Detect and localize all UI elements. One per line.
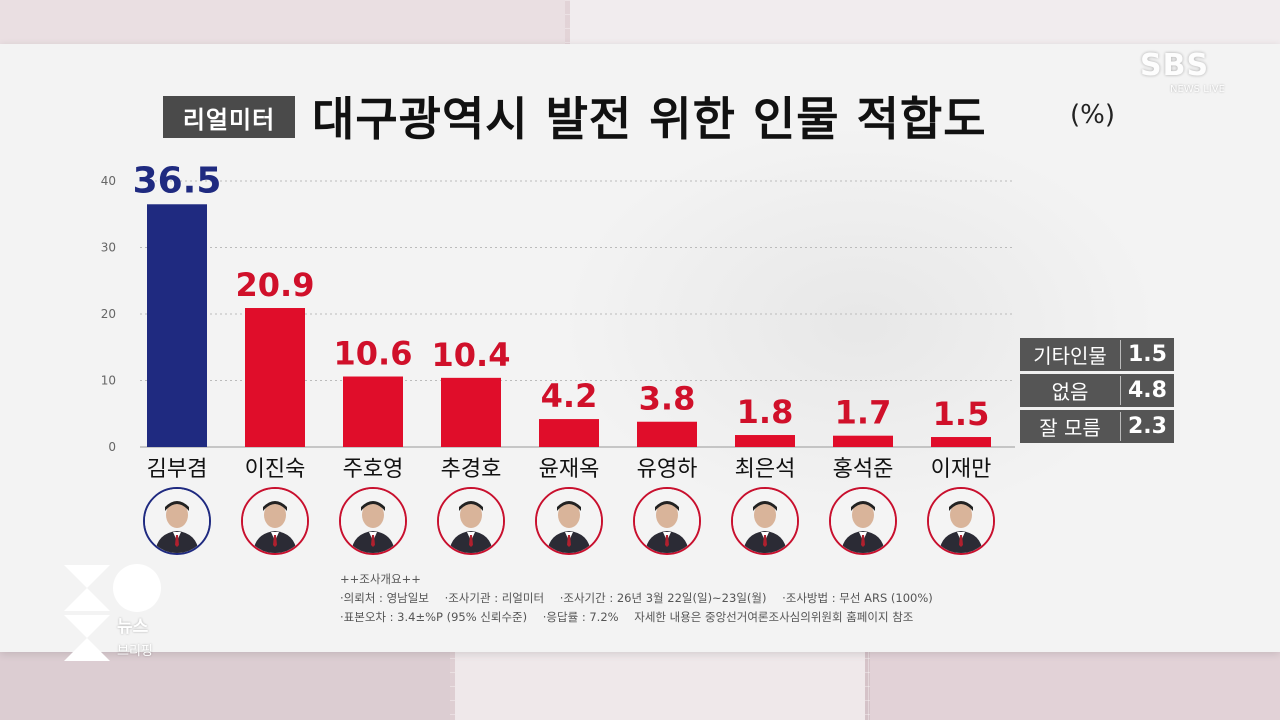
person-icon bbox=[243, 489, 307, 553]
person-icon bbox=[929, 489, 993, 553]
candidate-photo bbox=[437, 487, 505, 555]
others-label: 없음 bbox=[1020, 376, 1121, 405]
survey-item: ·조사방법 : 무선 ARS (100%) bbox=[782, 591, 933, 605]
y-tick-label: 40 bbox=[101, 174, 116, 188]
data-label: 1.8 bbox=[737, 393, 794, 431]
x-tick-label: 윤재옥 bbox=[539, 457, 600, 482]
data-label: 3.8 bbox=[639, 380, 696, 418]
candidate-photo bbox=[535, 487, 603, 555]
candidate-photo bbox=[339, 487, 407, 555]
others-value: 1.5 bbox=[1128, 342, 1167, 367]
x-tick-label: 이재만 bbox=[931, 457, 992, 482]
data-label: 10.4 bbox=[432, 336, 511, 374]
x-tick-label: 추경호 bbox=[441, 457, 502, 482]
bar bbox=[245, 308, 305, 447]
candidate-photo bbox=[241, 487, 309, 555]
survey-item: ·표본오차 : 3.4±%P (95% 신뢰수준) bbox=[340, 610, 528, 624]
y-tick-label: 20 bbox=[101, 307, 116, 321]
x-tick-label: 최은석 bbox=[735, 457, 796, 482]
data-label: 1.5 bbox=[933, 395, 990, 433]
y-tick-label: 0 bbox=[108, 440, 116, 454]
bar bbox=[441, 377, 501, 447]
program-logo-icon bbox=[64, 564, 161, 661]
program-name-sub: 브리핑 bbox=[117, 644, 153, 659]
broadcaster-logo: SBS bbox=[1140, 48, 1210, 83]
survey-item: ·조사기간 : 26년 3월 22일(일)~23일(월) bbox=[559, 591, 767, 605]
person-icon bbox=[341, 489, 405, 553]
data-label: 1.7 bbox=[835, 394, 892, 432]
others-row: 기타인물 1.5 bbox=[1020, 338, 1174, 371]
others-value: 4.8 bbox=[1128, 378, 1167, 403]
y-tick-label: 10 bbox=[101, 374, 116, 388]
background-paper bbox=[570, 0, 1280, 46]
others-label: 기타인물 bbox=[1020, 340, 1121, 369]
survey-line-2: ·표본오차 : 3.4±%P (95% 신뢰수준) ·응답률 : 7.2% 자세… bbox=[340, 608, 1040, 627]
survey-item: ·조사기관 : 리얼미터 bbox=[444, 591, 545, 605]
bar bbox=[343, 376, 403, 447]
candidate-photo bbox=[927, 487, 995, 555]
others-table: 기타인물 1.5 없음 4.8 잘 모름 2.3 bbox=[1020, 338, 1174, 446]
survey-notes: ++조사개요++ ·의뢰처 : 영남일보 ·조사기관 : 리얼미터 ·조사기간 … bbox=[340, 570, 1040, 627]
candidate-photo bbox=[633, 487, 701, 555]
survey-item: 자세한 내용은 중앙선거여론조사심의위원회 홈페이지 참조 bbox=[634, 610, 914, 624]
others-label: 잘 모름 bbox=[1020, 412, 1121, 441]
bar bbox=[735, 435, 795, 447]
person-icon bbox=[733, 489, 797, 553]
broadcaster-logo-sub: NEWS LIVE bbox=[1170, 84, 1225, 95]
others-value: 2.3 bbox=[1128, 414, 1167, 439]
bar bbox=[931, 437, 991, 447]
bar bbox=[637, 421, 697, 447]
background-paper bbox=[0, 650, 450, 720]
pollster-tag: 리얼미터 bbox=[163, 96, 295, 138]
background-paper bbox=[0, 0, 565, 46]
unit-label: (%) bbox=[1070, 100, 1115, 130]
person-icon bbox=[831, 489, 895, 553]
background-paper bbox=[870, 650, 1280, 720]
candidate-photo bbox=[731, 487, 799, 555]
y-tick-label: 30 bbox=[101, 241, 116, 255]
x-tick-label: 이진숙 bbox=[245, 457, 306, 482]
x-tick-label: 김부겸 bbox=[147, 457, 208, 482]
survey-heading: ++조사개요++ bbox=[340, 572, 421, 586]
survey-line-1: ·의뢰처 : 영남일보 ·조사기관 : 리얼미터 ·조사기간 : 26년 3월 … bbox=[340, 589, 1040, 608]
others-row: 잘 모름 2.3 bbox=[1020, 410, 1174, 443]
chart-title: 대구광역시 발전 위한 인물 적합도 bbox=[312, 92, 987, 146]
data-label: 20.9 bbox=[236, 266, 315, 304]
bar bbox=[147, 204, 207, 447]
candidate-photo bbox=[143, 487, 211, 555]
program-name: 뉴스 bbox=[117, 617, 149, 637]
map-watermark bbox=[560, 124, 1160, 524]
x-tick-label: 유영하 bbox=[637, 457, 698, 482]
background-paper bbox=[455, 650, 865, 720]
survey-item: ·의뢰처 : 영남일보 bbox=[340, 591, 429, 605]
x-tick-label: 홍석준 bbox=[833, 457, 894, 482]
person-icon bbox=[635, 489, 699, 553]
data-label: 4.2 bbox=[541, 377, 598, 415]
x-tick-label: 주호영 bbox=[343, 457, 404, 482]
person-icon bbox=[439, 489, 503, 553]
survey-item: ·응답률 : 7.2% bbox=[542, 610, 619, 624]
person-icon bbox=[537, 489, 601, 553]
candidate-photo bbox=[829, 487, 897, 555]
person-icon bbox=[145, 489, 209, 553]
bar bbox=[539, 419, 599, 447]
bar bbox=[833, 435, 893, 447]
others-row: 없음 4.8 bbox=[1020, 374, 1174, 407]
data-label: 36.5 bbox=[133, 160, 222, 201]
data-label: 10.6 bbox=[334, 335, 413, 373]
